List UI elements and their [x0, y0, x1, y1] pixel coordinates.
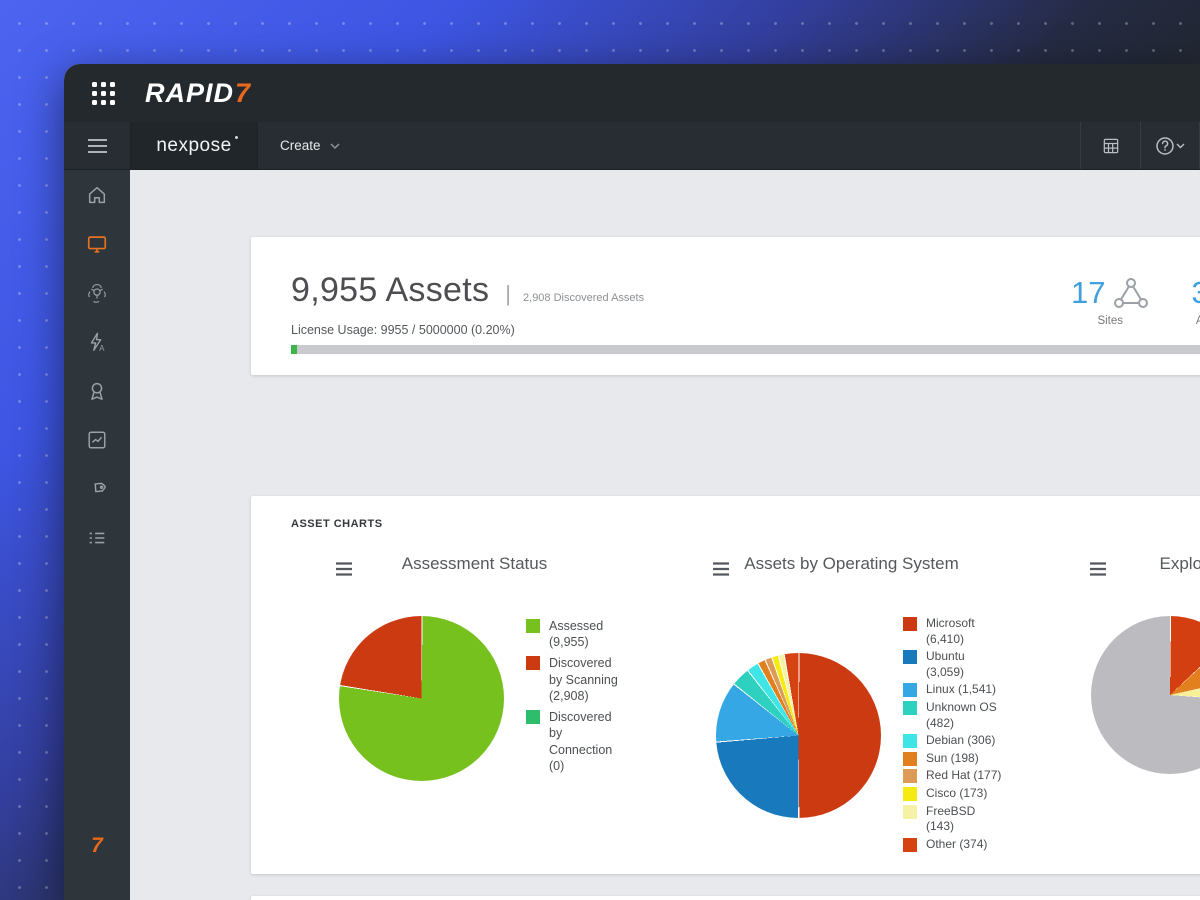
legend-item: Sun (198) [903, 751, 1005, 767]
rapid7-footer-logo: 7 [91, 834, 103, 857]
asset-charts-section-title: ASSET CHARTS [291, 518, 383, 530]
page-title: 9,955 Assets [291, 271, 490, 309]
legend-swatch [903, 700, 917, 715]
sites-network-icon [1114, 277, 1149, 308]
sidebar-item-assets-monitor[interactable] [64, 219, 130, 268]
legend-item: Unknown OS (482) [903, 700, 1005, 731]
sidebar-item-home[interactable] [64, 170, 130, 219]
chart-0: Assessment Status Assessed (9,955) Discove… [251, 554, 628, 874]
legend-item: Debian (306) [903, 733, 1005, 749]
legend-swatch [903, 683, 917, 698]
legend-item: FreeBSD (143) [903, 804, 1005, 835]
assets-monitor-icon [86, 233, 108, 255]
license-usage-text: License Usage: 9955 / 5000000 (0.20%) [291, 323, 515, 337]
rapid7-logo-text: RAPID [145, 77, 235, 108]
home-icon [86, 184, 108, 206]
legend-swatch [903, 751, 917, 766]
chevron-down-icon [330, 142, 340, 149]
chart-title: Assessment Status [401, 554, 548, 573]
asset-groups-label: Asset Groups [1195, 315, 1200, 327]
apps-grid-icon[interactable] [92, 81, 115, 105]
pie-chart [716, 652, 881, 818]
asset-groups-stat[interactable]: 39 Asset Groups [1191, 275, 1200, 327]
legend-swatch [903, 786, 917, 801]
create-menu[interactable]: Create [280, 122, 340, 169]
asset-charts-card: ASSET CHARTS Assessment Status Assessed (… [251, 496, 1200, 874]
legend-item: Discovered by Scanning (2,908) [526, 655, 628, 704]
svg-text:A: A [99, 344, 105, 353]
sidebar-item-admin-list[interactable] [64, 513, 130, 562]
discovered-assets-count: 2,908 Discovered Assets [523, 292, 645, 304]
legend-item: Assessed (9,955) [526, 618, 628, 651]
sidebar-item-tickets-tag[interactable] [64, 464, 130, 513]
legend-swatch [903, 769, 917, 784]
sites-count: 17 [1071, 275, 1106, 310]
sites-stat[interactable]: 17 Sites [1071, 275, 1149, 327]
title-separator: | [505, 281, 512, 306]
rapid7-logo-seven: 7 [235, 77, 252, 108]
tickets-tag-icon [86, 478, 108, 500]
nexpose-logo-text: nexpose [156, 134, 239, 156]
legend-item: Cisco (173) [903, 786, 1005, 802]
calendar-icon[interactable] [1080, 122, 1140, 169]
chart-legend: Assessed (9,955) Discovered by Scanning (… [526, 618, 628, 779]
legend-swatch [903, 650, 917, 665]
admin-list-icon [86, 527, 108, 549]
chart-1: Assets by Operating System Microsoft (6,4… [628, 554, 1005, 874]
nexpose-logo[interactable]: nexpose [130, 122, 258, 169]
scanned-table-card: SCANNED AddressNameSiteOperating System☣… [251, 896, 1200, 900]
legend-swatch [526, 710, 540, 725]
legend-swatch [526, 656, 540, 671]
chart-title: Assets by Operating System [744, 554, 959, 573]
assets-summary-card: 9,955 Assets | 2,908 Discovered Assets L… [251, 237, 1200, 375]
pie-chart [339, 616, 504, 781]
chart-2: Exploitable Assets [1005, 554, 1200, 874]
sidebar-item-exploits-bolt[interactable]: A [64, 317, 130, 366]
pie-chart [1091, 616, 1200, 774]
chart-menu-icon[interactable] [1088, 559, 1108, 579]
license-usage-fill [291, 345, 297, 354]
legend-swatch [903, 734, 917, 749]
create-menu-label: Create [280, 138, 321, 153]
legend-item: Discovered by Connection (0) [526, 709, 628, 774]
legend-swatch [903, 837, 917, 852]
policies-medal-icon [86, 380, 108, 402]
top-brand-bar: RAPID7 [64, 64, 1200, 122]
hamburger-menu-icon[interactable] [64, 122, 130, 169]
chart-title: Exploitable Assets [1159, 554, 1200, 573]
sidebar-item-vulnerabilities-biohazard[interactable] [64, 268, 130, 317]
chart-legend: Microsoft (6,410) Ubuntu (3,059) Linux (1,… [903, 616, 1005, 854]
chart-menu-icon[interactable] [711, 559, 731, 579]
chart-menu-icon[interactable] [334, 559, 354, 579]
sidebar-item-reports-chart[interactable] [64, 415, 130, 464]
product-nav-bar: nexpose Create [64, 122, 1200, 170]
legend-swatch [526, 618, 540, 633]
legend-item: Ubuntu (3,059) [903, 649, 1005, 680]
legend-swatch [903, 804, 917, 819]
vulnerabilities-biohazard-icon [86, 282, 108, 304]
legend-item: Red Hat (177) [903, 768, 1005, 784]
sites-label: Sites [1097, 315, 1124, 327]
exploits-bolt-icon: A [86, 331, 108, 353]
sidebar-item-policies-medal[interactable] [64, 366, 130, 415]
legend-item: Microsoft (6,410) [903, 616, 1005, 647]
reports-chart-icon [86, 429, 108, 451]
legend-item: Linux (1,541) [903, 682, 1005, 698]
legend-swatch [903, 617, 917, 631]
help-icon[interactable] [1140, 122, 1200, 169]
legend-item: Other (374) [903, 837, 1005, 853]
license-usage-bar [291, 345, 1200, 354]
asset-groups-count: 39 [1191, 275, 1200, 311]
main-content: 9,955 Assets | 2,908 Discovered Assets L… [130, 170, 1200, 900]
rapid7-logo: RAPID7 [145, 78, 251, 109]
